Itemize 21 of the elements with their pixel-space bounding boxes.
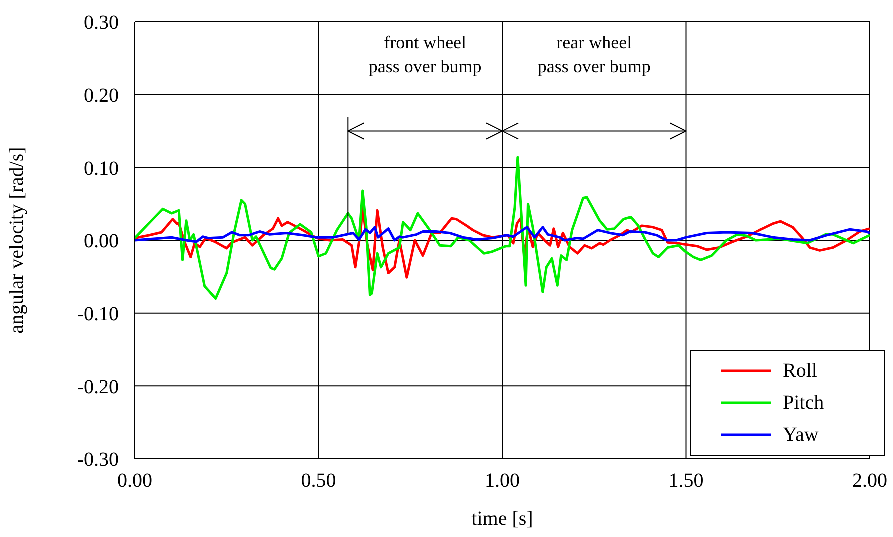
- legend-label: Yaw: [783, 424, 819, 446]
- x-tick-label: 2.00: [852, 470, 888, 492]
- x-tick-label: 1.00: [485, 470, 520, 492]
- y-tick-label: -0.20: [77, 376, 119, 398]
- line-series: [135, 156, 870, 300]
- x-tick-label: 0.50: [301, 470, 336, 492]
- y-axis-title: angular velocity [rad/s]: [6, 147, 28, 334]
- x-tick-label: 0.00: [118, 470, 152, 492]
- annotation: rear wheel pass over bump: [538, 32, 651, 76]
- x-tick-label: 1.50: [668, 470, 704, 492]
- legend-label: Roll: [783, 360, 818, 382]
- line-series: [135, 226, 870, 244]
- y-tick-label: 0.00: [84, 230, 119, 253]
- y-tick-label: 0.20: [84, 84, 119, 107]
- annotation: front wheel pass over bump: [368, 32, 482, 76]
- x-axis-title: time [s]: [472, 508, 534, 530]
- y-tick-label: 0.30: [84, 12, 119, 34]
- y-tick-label: 0.10: [84, 158, 119, 180]
- y-tick-label: -0.10: [77, 303, 119, 326]
- legend-label: Pitch: [783, 392, 824, 414]
- y-tick-label: -0.30: [77, 449, 119, 472]
